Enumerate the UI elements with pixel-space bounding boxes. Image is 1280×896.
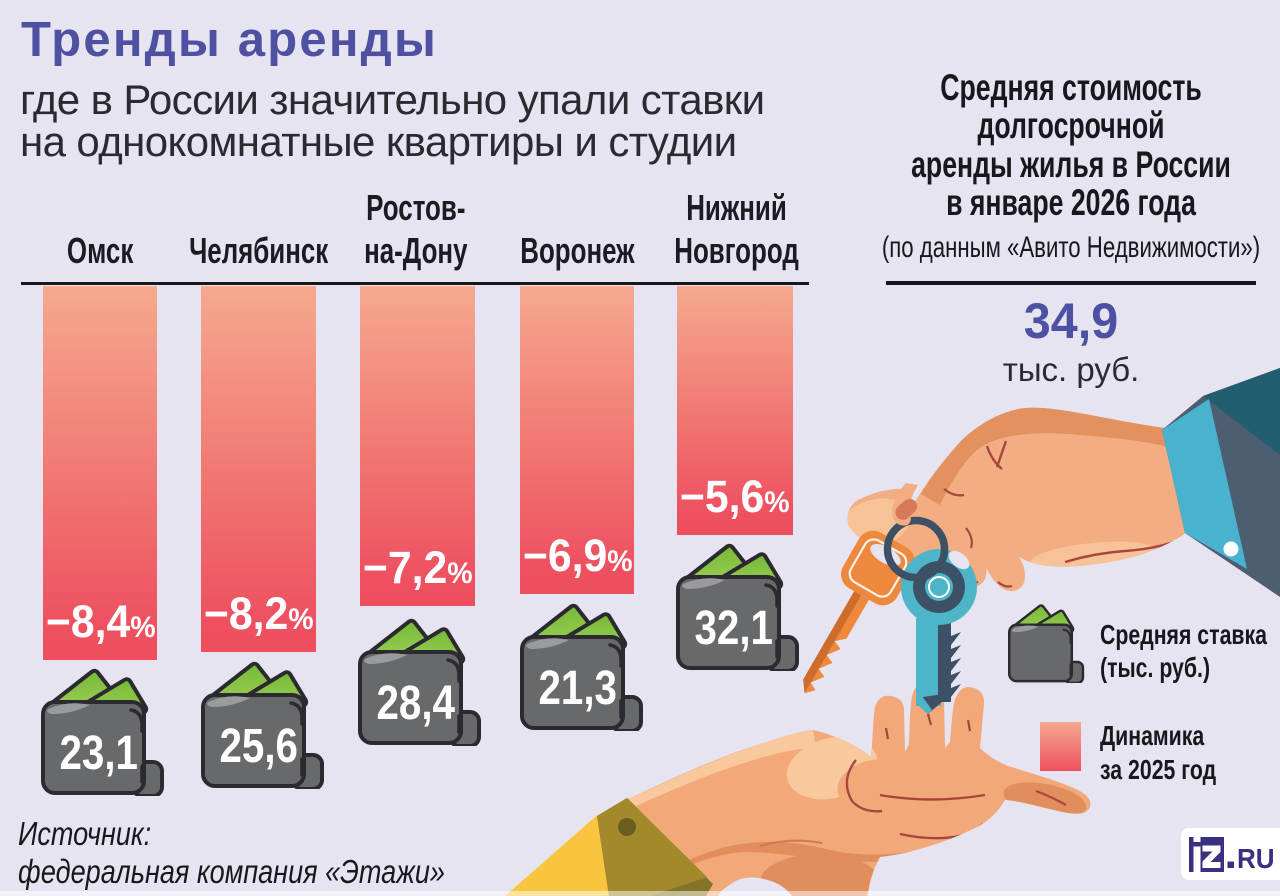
svg-text:RU: RU	[1237, 843, 1275, 874]
